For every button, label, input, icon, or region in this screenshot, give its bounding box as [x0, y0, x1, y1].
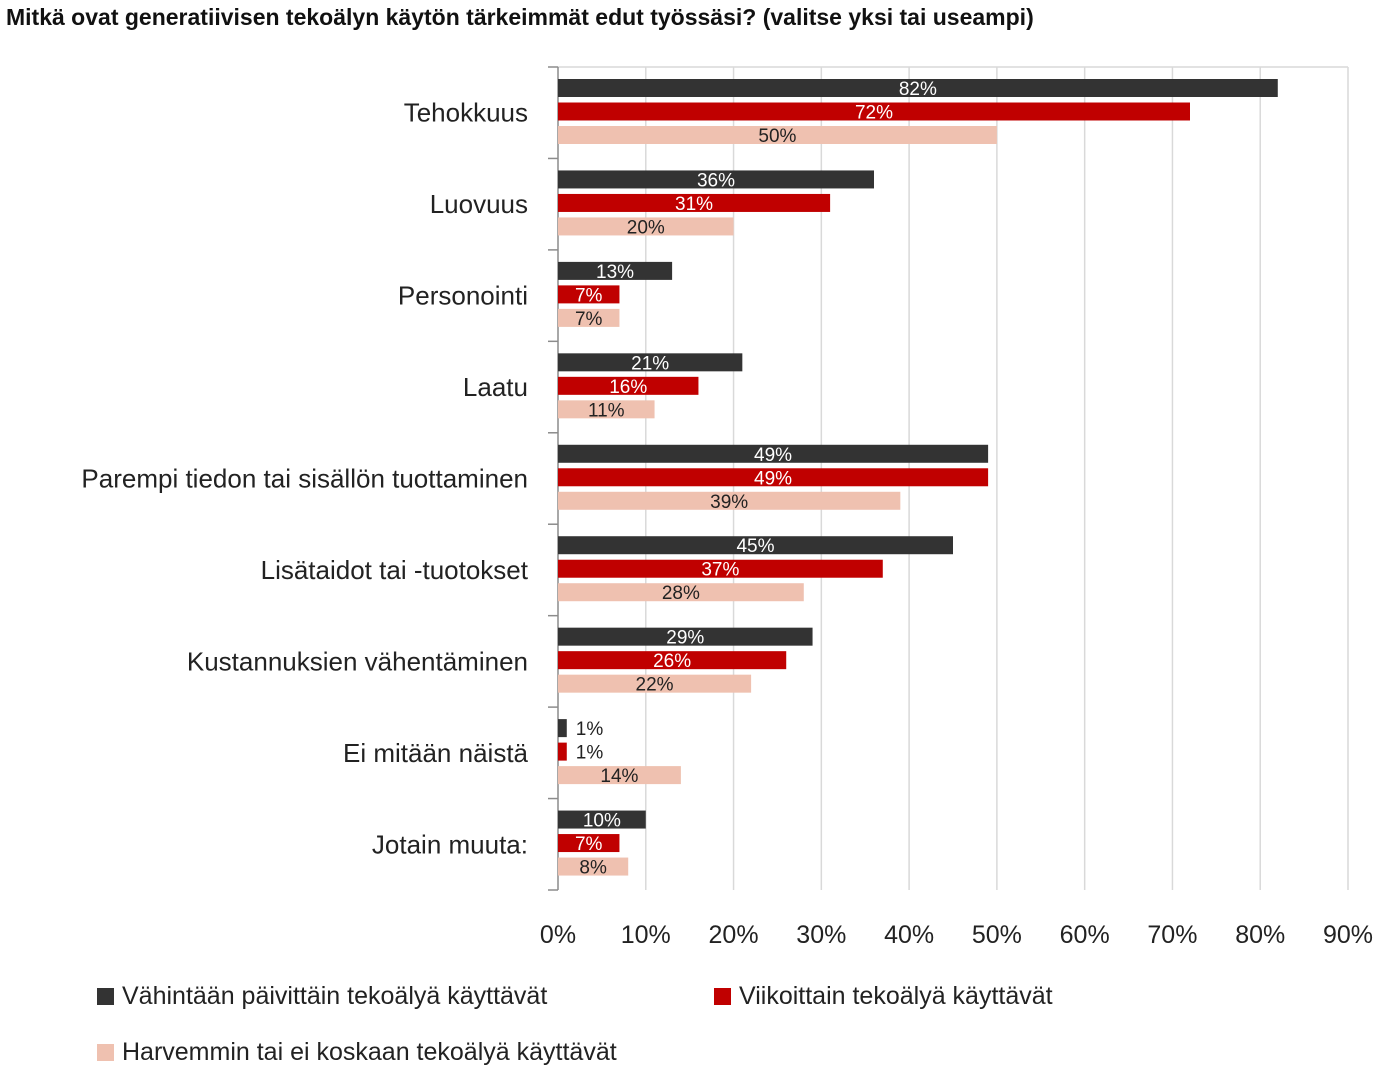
- x-tick-label: 80%: [1235, 921, 1285, 949]
- bar: [558, 651, 787, 670]
- bar: [558, 491, 901, 510]
- bar: [558, 857, 629, 876]
- data-label: 14%: [600, 766, 638, 787]
- data-label: 11%: [588, 400, 625, 421]
- bar: [558, 102, 1190, 121]
- x-tick-label: 0%: [540, 921, 576, 949]
- chart-title: Mitkä ovat generatiivisen tekoälyn käytö…: [6, 4, 1034, 30]
- category-label: Parempi tiedon tai sisällön tuottaminen: [81, 464, 528, 494]
- data-label: 22%: [636, 675, 674, 696]
- bar: [558, 468, 989, 487]
- category-label: Lisätaidot tai -tuotokset: [261, 555, 529, 585]
- category-label: Kustannuksien vähentäminen: [187, 646, 528, 676]
- legend-label: Viikoittain tekoälyä käyttävät: [739, 982, 1053, 1010]
- data-label: 37%: [701, 560, 739, 581]
- x-tick-label: 90%: [1323, 921, 1373, 949]
- data-label: 1%: [576, 719, 604, 740]
- data-label: 72%: [855, 103, 893, 124]
- category-label: Ei mitään näistä: [343, 738, 529, 768]
- x-tick-label: 50%: [972, 921, 1022, 949]
- bar: [558, 400, 655, 419]
- data-label: 82%: [899, 79, 937, 100]
- bar: [558, 834, 620, 853]
- bar: [558, 217, 734, 236]
- data-label: 49%: [754, 445, 792, 466]
- data-label: 45%: [736, 536, 774, 557]
- data-label: 7%: [575, 834, 603, 855]
- bar: [558, 261, 673, 280]
- data-label: 49%: [754, 468, 792, 489]
- bar: [558, 126, 997, 144]
- bar: [558, 285, 620, 304]
- bar: [558, 79, 1278, 97]
- bar: [558, 376, 699, 395]
- legend-swatch: [97, 1044, 114, 1061]
- data-label: 36%: [697, 170, 735, 191]
- data-label: 13%: [596, 262, 634, 283]
- data-label: 1%: [576, 743, 604, 764]
- bar: [558, 719, 567, 738]
- x-tick-label: 60%: [1060, 921, 1110, 949]
- legend-label: Harvemmin tai ei koskaan tekoälyä käyttä…: [122, 1038, 617, 1066]
- data-label: 26%: [653, 651, 691, 672]
- x-tick-label: 40%: [884, 921, 934, 949]
- data-label: 28%: [662, 583, 700, 604]
- bar: [558, 583, 804, 602]
- bar: [558, 810, 646, 829]
- x-tick-label: 70%: [1147, 921, 1197, 949]
- legend-item-rarely: Harvemmin tai ei koskaan tekoälyä käyttä…: [97, 1038, 617, 1067]
- data-label: 31%: [675, 194, 713, 215]
- data-label: 16%: [609, 377, 647, 398]
- data-label: 21%: [631, 353, 669, 374]
- x-tick-label: 20%: [709, 921, 759, 949]
- bar: [558, 308, 620, 327]
- bar: [558, 766, 681, 785]
- legend-swatch: [97, 988, 114, 1005]
- data-label: 8%: [579, 858, 607, 879]
- legend-swatch: [714, 988, 731, 1005]
- category-label: Jotain muuta:: [372, 829, 528, 859]
- x-tick-label: 10%: [621, 921, 671, 949]
- bar: [558, 627, 813, 646]
- legend-item-daily: Vähintään päivittäin tekoälyä käyttävät: [97, 982, 547, 1011]
- data-label: 10%: [583, 811, 621, 832]
- data-label: 7%: [575, 285, 603, 306]
- bar: [558, 742, 567, 761]
- data-label: 20%: [627, 217, 665, 238]
- x-tick-label: 30%: [796, 921, 846, 949]
- bar: [558, 444, 989, 463]
- legend-label: Vähintään päivittäin tekoälyä käyttävät: [122, 982, 548, 1010]
- legend-item-weekly: Viikoittain tekoälyä käyttävät: [714, 982, 1053, 1011]
- category-label: Tehokkuus: [404, 98, 528, 128]
- bar: [558, 193, 831, 212]
- bar: [558, 353, 743, 372]
- category-label: Laatu: [463, 372, 528, 402]
- category-label: Luovuus: [430, 189, 528, 219]
- data-label: 50%: [758, 126, 796, 147]
- data-label: 29%: [666, 628, 704, 649]
- bar: [558, 536, 953, 555]
- data-label: 39%: [710, 492, 748, 513]
- bar: [558, 559, 883, 578]
- category-label: Personointi: [398, 281, 528, 311]
- bar: [558, 674, 752, 693]
- data-label: 7%: [575, 309, 603, 330]
- bar: [558, 170, 874, 189]
